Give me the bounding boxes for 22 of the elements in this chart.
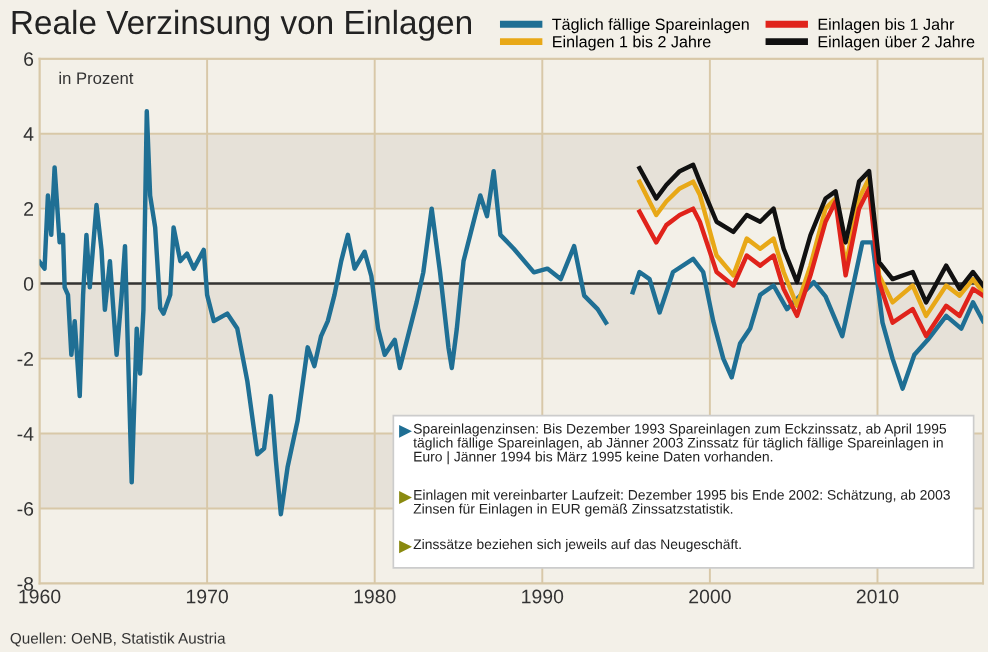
y-tick-label: -6 [17, 502, 34, 516]
y-tick-label: -2 [17, 352, 33, 366]
legend-label: Einlagen über 2 Jahre [818, 35, 975, 51]
x-tick-label: 2000 [689, 589, 731, 604]
y-tick-label: 0 [23, 277, 34, 291]
x-tick-label: 2010 [856, 589, 899, 604]
y-tick-label: 4 [23, 127, 34, 141]
legend-label: Einlagen bis 1 Jahr [818, 18, 955, 34]
x-tick-label: 1980 [354, 589, 396, 604]
legend-label: Täglich fällige Spareinlagen [552, 18, 749, 34]
line-series [637, 186, 984, 339]
chart-title: Reale Verzinsung von Einlagen [12, 9, 471, 41]
y-axis-title: in Prozent [59, 71, 134, 85]
y-tick-label: 6 [24, 52, 34, 66]
legend-label: Einlagen 1 bis 2 Jahre [553, 35, 711, 51]
y-tick-label: -8 [17, 577, 34, 591]
x-tick-label: 1960 [19, 589, 61, 604]
x-tick-label: 1990 [522, 589, 564, 604]
x-tick-label: 1970 [186, 589, 228, 604]
line-series [637, 162, 984, 305]
y-tick-label: 2 [24, 202, 33, 216]
y-tick-label: -4 [17, 427, 34, 441]
